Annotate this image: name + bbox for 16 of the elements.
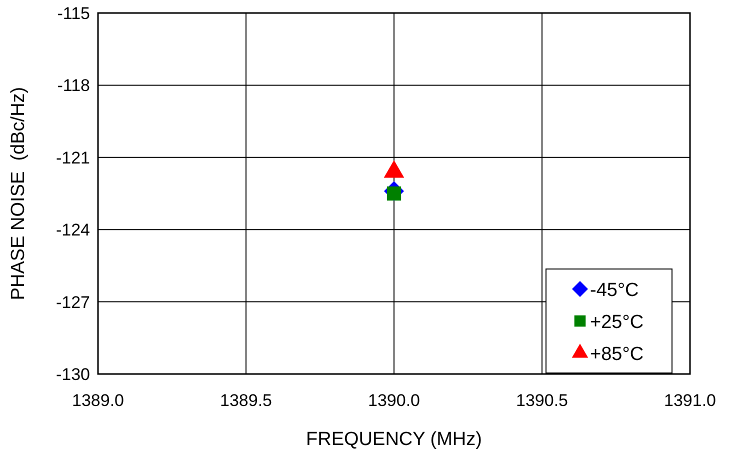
x-tick-label: 1390.5 — [516, 391, 568, 410]
y-axis-title: PHASE NOISE (dBc/Hz) — [8, 86, 29, 300]
y-tick-label: -130 — [56, 365, 90, 384]
y-tick-label: -127 — [56, 292, 90, 312]
y-tick-label: -124 — [56, 220, 90, 240]
x-tick-label: 1389.5 — [220, 391, 272, 410]
legend-label: -45°C — [590, 280, 639, 301]
x-axis-title: FREQUENCY (MHz) — [306, 429, 482, 450]
x-tick-label: 1391.0 — [664, 391, 716, 410]
x-tick-label: 1390.0 — [368, 391, 420, 410]
x-tick-label: 1389.0 — [72, 391, 124, 410]
legend-label: +25°C — [590, 312, 644, 333]
legend-label: +85°C — [590, 344, 644, 365]
y-tick-label: -121 — [56, 148, 90, 168]
y-tick-label: -115 — [57, 4, 90, 23]
y-tick-label: -118 — [57, 76, 90, 96]
